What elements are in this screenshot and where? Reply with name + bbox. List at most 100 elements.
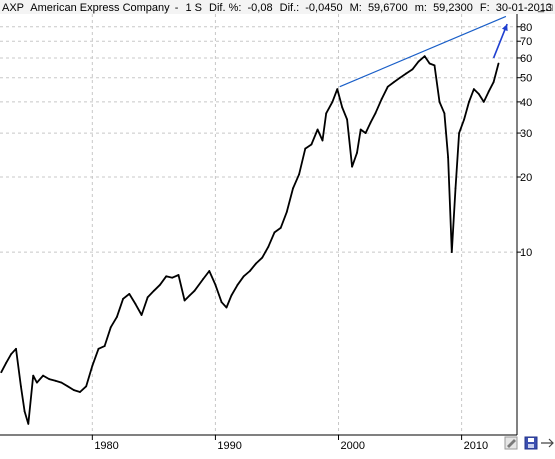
price-point — [54, 379, 57, 382]
price-point — [393, 81, 395, 84]
price-point — [23, 410, 26, 413]
price-point — [5, 361, 8, 364]
price-point — [146, 296, 149, 299]
minimize-button[interactable]: _ — [537, 1, 545, 13]
price-point — [369, 121, 372, 124]
header-symbol: AXP — [2, 2, 24, 14]
y-tick-label-20: 20 — [520, 172, 532, 184]
price-point — [473, 88, 475, 91]
price-point — [450, 251, 453, 254]
price-point — [116, 316, 118, 318]
header-separator: - — [175, 2, 179, 14]
header-date-value: 30-01-2013 — [496, 2, 552, 14]
price-point — [267, 245, 270, 248]
price-point — [356, 151, 358, 154]
price-point — [66, 385, 69, 388]
price-point — [202, 278, 205, 280]
price-point — [248, 270, 251, 272]
price-point — [477, 93, 480, 95]
x-tick-label-2010: 2010 — [464, 440, 488, 452]
price-point — [122, 297, 124, 300]
price-point — [279, 227, 282, 229]
price-point — [346, 118, 349, 121]
price-point — [60, 381, 63, 384]
expand-icon[interactable] — [541, 438, 554, 448]
price-point — [468, 100, 470, 103]
price-point — [109, 326, 112, 329]
price-point — [341, 106, 344, 109]
price-point — [208, 270, 211, 272]
price-point — [27, 422, 30, 425]
edit-icon[interactable] — [504, 436, 518, 450]
header-min-value: 59,2300 — [433, 2, 473, 14]
close-button[interactable]: □ — [546, 2, 553, 14]
price-point — [79, 391, 81, 393]
price-point — [443, 112, 446, 115]
price-point — [364, 132, 367, 134]
price-point — [454, 187, 457, 190]
price-point — [447, 156, 449, 159]
x-tick-labels: 1980 1990 2000 2010 — [91, 435, 488, 452]
price-point — [85, 385, 88, 388]
price-point — [0, 371, 3, 374]
trendline[interactable] — [339, 15, 507, 88]
header-bar — [0, 0, 555, 14]
header-min-label: m: — [415, 2, 427, 14]
price-point — [492, 81, 495, 84]
price-point — [487, 90, 490, 93]
price-point — [188, 294, 191, 297]
y-tick-label-40: 40 — [520, 97, 532, 109]
y-tick-label-50: 50 — [520, 73, 532, 85]
header-company: American Express Company — [30, 2, 170, 14]
price-point — [36, 381, 38, 384]
price-point — [140, 314, 143, 316]
price-point — [220, 301, 223, 304]
x-tick-label-1990: 1990 — [217, 440, 241, 452]
price-point — [331, 100, 334, 103]
price-point — [304, 147, 307, 150]
price-point — [336, 88, 339, 91]
price-point — [438, 100, 441, 103]
price-point — [261, 256, 264, 259]
price-point — [134, 303, 137, 305]
price-point — [399, 76, 401, 79]
y-tick-labels: 10 20 30 40 50 60 70 80 — [517, 22, 532, 259]
header-dif-label: Dif.: — [280, 2, 300, 14]
projection-arrowhead — [501, 24, 508, 32]
series-layer — [0, 55, 500, 425]
header-max-value: 59,6700 — [368, 2, 408, 14]
price-point — [325, 112, 328, 115]
price-point — [236, 283, 239, 286]
price-point — [97, 347, 100, 350]
price-point — [10, 353, 12, 356]
price-point — [103, 345, 106, 348]
price-point — [380, 98, 383, 101]
price-point — [321, 139, 324, 142]
price-point — [497, 62, 500, 65]
annotation-layer — [339, 15, 508, 88]
header-text: AXP American Express Company - 1 S Dif. … — [2, 2, 555, 14]
price-point — [242, 275, 245, 278]
price-point — [411, 68, 414, 71]
price-point — [225, 306, 228, 309]
price-point — [285, 210, 288, 213]
price-point — [171, 276, 174, 279]
price-point — [159, 283, 161, 286]
price-point — [72, 389, 75, 391]
price-point — [433, 64, 436, 67]
price-point — [152, 289, 155, 292]
save-icon[interactable] — [524, 436, 538, 450]
y-tick-label-30: 30 — [520, 128, 532, 140]
price-point — [15, 347, 17, 350]
price-point — [91, 365, 94, 367]
price-point — [165, 275, 168, 278]
y-tick-label-60: 60 — [520, 53, 532, 65]
price-point — [482, 100, 485, 103]
y-tick-label-10: 10 — [520, 247, 532, 259]
price-point — [405, 72, 408, 75]
header-difpct-value: -0,08 — [248, 2, 273, 14]
header-difpct-label: Dif. %: — [209, 2, 241, 14]
y-tick-label-70: 70 — [520, 36, 532, 48]
